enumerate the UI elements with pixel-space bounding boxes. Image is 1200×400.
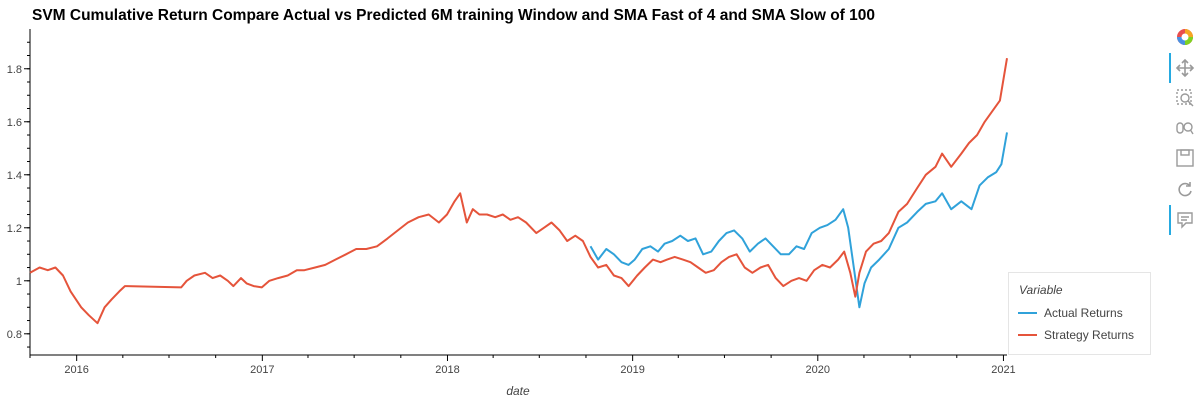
wheel-zoom-icon[interactable] — [1172, 115, 1198, 141]
x-axis-label: date — [506, 384, 530, 398]
plot-area[interactable]: 0.8 1 1.2 1.4 1.6 1.8 2016 2017 2018 2019 2020 202… — [0, 0, 1160, 400]
pan-icon[interactable] — [1169, 53, 1198, 83]
y-tick-label: 0.8 — [7, 329, 22, 341]
x-tick-label: 2018 — [435, 364, 459, 376]
legend-swatch-strategy — [1018, 334, 1037, 336]
x-tick-label: 2020 — [806, 364, 830, 376]
box-zoom-icon[interactable] — [1172, 85, 1198, 111]
x-tick-label: 2017 — [250, 364, 274, 376]
legend-label: Strategy Returns — [1044, 328, 1135, 342]
legend-item-strategy[interactable]: Strategy Returns — [1018, 328, 1134, 342]
y-tick-label: 1 — [16, 276, 22, 288]
y-tick-label: 1.6 — [7, 117, 22, 129]
y-tick-label: 1.8 — [7, 64, 22, 76]
y-tick-label: 1.2 — [7, 223, 22, 235]
legend-label: Actual Returns — [1044, 306, 1123, 320]
legend-title: Variable — [1019, 283, 1063, 297]
x-tick-label: 2021 — [991, 364, 1015, 376]
chart-title: SVM Cumulative Return Compare Actual vs … — [32, 7, 876, 24]
series-line-strategy-returns[interactable] — [29, 58, 1008, 325]
y-axis: 0.8 1 1.2 1.4 1.6 1.8 — [7, 29, 31, 355]
hover-icon[interactable] — [1169, 205, 1198, 235]
y-tick-label: 1.4 — [7, 170, 22, 182]
legend: Variable Actual Returns Strategy Returns — [1008, 272, 1151, 355]
x-axis: 2016 2017 2018 2019 2020 2021 — [29, 354, 1016, 376]
series-layer — [29, 58, 1008, 325]
x-tick-label: 2016 — [64, 364, 88, 376]
reset-icon[interactable] — [1172, 177, 1198, 203]
series-line-actual-returns[interactable] — [589, 132, 1008, 309]
legend-item-actual[interactable]: Actual Returns — [1018, 306, 1123, 320]
bokeh-logo-icon[interactable] — [1172, 24, 1198, 50]
x-tick-label: 2019 — [620, 364, 644, 376]
save-icon[interactable] — [1172, 145, 1198, 171]
legend-swatch-actual — [1018, 312, 1037, 314]
